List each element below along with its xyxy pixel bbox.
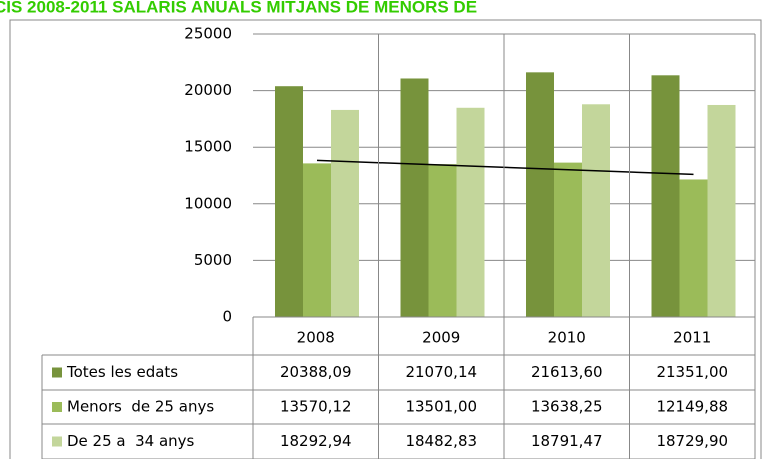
table-value: 13501,00 [405,398,477,416]
y-tick-label: 5000 [194,251,232,269]
table-value: 13638,25 [531,398,603,416]
y-tick-label: 15000 [184,138,232,156]
y-tick-label: 25000 [184,25,232,43]
bar [331,109,359,317]
table-value: 18729,90 [656,432,728,450]
legend-label: De 25 a 34 anys [67,432,195,450]
x-tick-label: 2009 [422,329,460,347]
legend-key [52,436,62,447]
x-tick-label: 2010 [548,329,586,347]
bar [400,78,429,317]
y-tick-label: 0 [222,308,232,326]
trendline [316,159,694,176]
legend-label: Menors de 25 anys [67,398,214,416]
table-value: 21351,00 [656,363,728,381]
bar [679,179,708,317]
bar [275,86,303,317]
bar [526,72,554,317]
table-value: 21070,14 [405,363,477,381]
bar [651,75,680,318]
table-value: 13570,12 [280,398,352,416]
x-tick-label: 2008 [297,329,335,347]
table-value: 20388,09 [280,363,352,381]
legend-key [52,367,62,378]
bar [707,104,736,317]
table-value: 12149,88 [656,398,728,416]
bar [303,163,331,317]
y-tick-label: 10000 [184,194,232,212]
table-value: 18482,83 [405,432,477,450]
bar [582,104,610,318]
bar [456,107,485,318]
table-value: 18791,47 [531,432,603,450]
legend-label: Totes les edats [66,363,178,381]
table-value: 18292,94 [280,432,352,450]
legend-key [52,402,62,412]
x-tick-label: 2011 [673,329,711,347]
y-tick-label: 20000 [184,81,232,99]
bar [428,164,457,317]
chart-border [9,19,762,459]
chart-title: CIS 2008-2011 SALARIS ANUALS MITJANS DE … [0,0,477,16]
table-value: 21613,60 [531,363,603,381]
bar [554,162,582,317]
